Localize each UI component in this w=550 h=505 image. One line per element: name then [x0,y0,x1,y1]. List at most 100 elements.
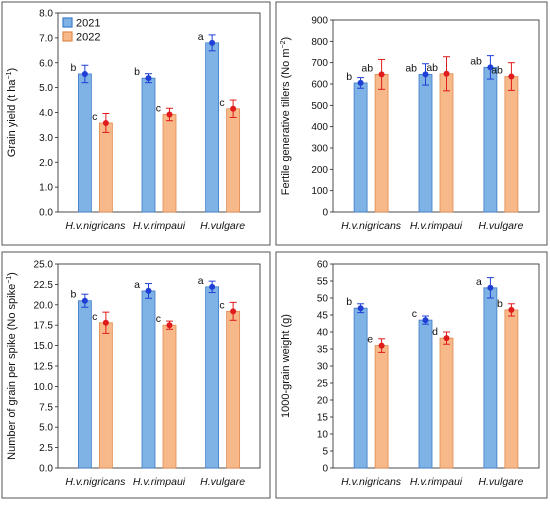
chart-panel-bottom-right: 0 5 10 15 20 25 30 35 40 45 50 55 60 1000-grain weigh… [275,251,548,499]
y-axis-label: Grain yield (t ha−1) [6,68,18,157]
x-tick-label: H.vulgare [478,220,523,232]
plot-area [332,19,540,213]
y-tick-label: 0.0 [39,464,53,475]
y-tick-label: 12.5 [34,362,54,373]
y-tick-label: 50 [317,294,329,305]
significance-letter: a [198,31,204,43]
bar-2021 [353,307,368,469]
y-tick-label: 8.0 [39,9,53,20]
bar-2022 [504,76,519,213]
data-point-2021 [422,71,429,78]
data-point-2022 [508,73,515,80]
bar-2022 [162,114,177,213]
significance-letter: a [134,279,140,291]
data-point-2022 [230,308,237,315]
panel-frame [275,251,548,499]
bar-2021 [77,73,92,213]
y-tick-label: 20.0 [34,300,54,311]
bar-2022 [226,108,241,213]
bar-2021 [205,286,220,469]
y-tick-label: 300 [311,144,328,155]
legend-label: 2021 [76,18,100,30]
data-point-2022 [508,306,515,313]
bar-2021 [141,290,156,469]
y-tick-label: 10 [317,430,329,441]
y-tick-label: 2.5 [39,443,53,454]
data-point-2022 [102,119,109,126]
bar-2021 [205,42,220,213]
significance-letter: c [156,313,161,325]
x-tick-label: H.vulgare [200,476,245,488]
y-tick-label: 0.0 [39,208,53,219]
y-tick-label: 25 [317,379,329,390]
significance-letter: b [497,298,503,310]
chart-panel-top-left: 0.0 1.0 2.0 3.0 4.0 5.0 6.0 7.0 8.0 Grain yield (… [1,1,271,246]
y-tick-label: 800 [311,37,328,48]
significance-letter: ab [470,55,482,67]
y-tick-label: 45 [317,311,329,322]
x-tick-label: H.vulgare [200,220,245,232]
significance-letter: ab [361,62,373,74]
x-tick-label: H.v.nigricans [65,476,126,488]
significance-letter: c [219,97,224,109]
data-point-2021 [422,317,429,324]
x-tick-label: H.v.rimpaui [133,476,186,488]
data-point-2021 [357,79,364,86]
panel-frame [1,251,271,499]
data-point-2022 [166,111,173,118]
data-point-2021 [209,283,216,290]
data-point-2021 [487,64,494,71]
y-tick-label: 40 [317,328,329,339]
data-point-2022 [443,70,450,77]
data-point-2021 [209,39,216,46]
y-tick-label: 55 [317,277,329,288]
panel-frame [275,1,548,246]
y-tick-label: 15.0 [34,341,54,352]
x-tick-label: H.v.rimpaui [410,220,463,232]
data-point-2022 [102,319,109,326]
y-tick-label: 6.0 [39,58,53,69]
significance-letter: c [412,308,417,320]
y-tick-label: 17.5 [34,321,54,332]
legend: 2021 2022 [62,17,100,44]
x-tick-label: H.v.rimpaui [410,476,463,488]
y-tick-label: 500 [311,101,328,112]
y-tick-label: 2.0 [39,158,53,169]
data-point-2021 [145,287,152,294]
data-point-2021 [81,297,88,304]
bar-2022 [374,74,389,213]
significance-letter: a [476,276,482,288]
x-tick-label: H.v.nigricans [341,220,402,232]
chart-panel-top-right: 0 100 200 300 400 500 600 700 800 900 Fertile gene… [275,1,548,246]
y-tick-label: 200 [311,165,328,176]
x-tick-label: H.v.nigricans [341,476,402,488]
bar-2021 [141,77,156,213]
significance-letter: a [198,275,204,287]
data-point-2022 [166,322,173,329]
bar-2022 [504,309,519,469]
significance-letter: ab [405,62,417,74]
y-tick-label: 100 [311,186,328,197]
bar-2022 [226,310,241,469]
bar-2021 [353,82,368,213]
y-tick-label: 22.5 [34,280,54,291]
data-point-2022 [378,71,385,78]
significance-letter: e [367,334,373,346]
y-tick-label: 900 [311,16,328,27]
bar-2022 [439,337,454,469]
bar-2022 [162,324,177,469]
y-tick-label: 0 [322,208,328,219]
x-tick-label: H.vulgare [478,476,523,488]
significance-letter: b [71,289,77,301]
y-tick-label: 7.0 [39,33,53,44]
panel-frame [1,1,271,246]
bar-2022 [374,345,389,469]
y-tick-label: 15 [317,413,329,424]
y-tick-label: 20 [317,396,329,407]
significance-letter: ab [491,65,503,77]
bar-2021 [483,66,498,213]
significance-letter: c [219,299,224,311]
y-tick-label: 7.5 [39,402,53,413]
data-point-2021 [357,305,364,312]
